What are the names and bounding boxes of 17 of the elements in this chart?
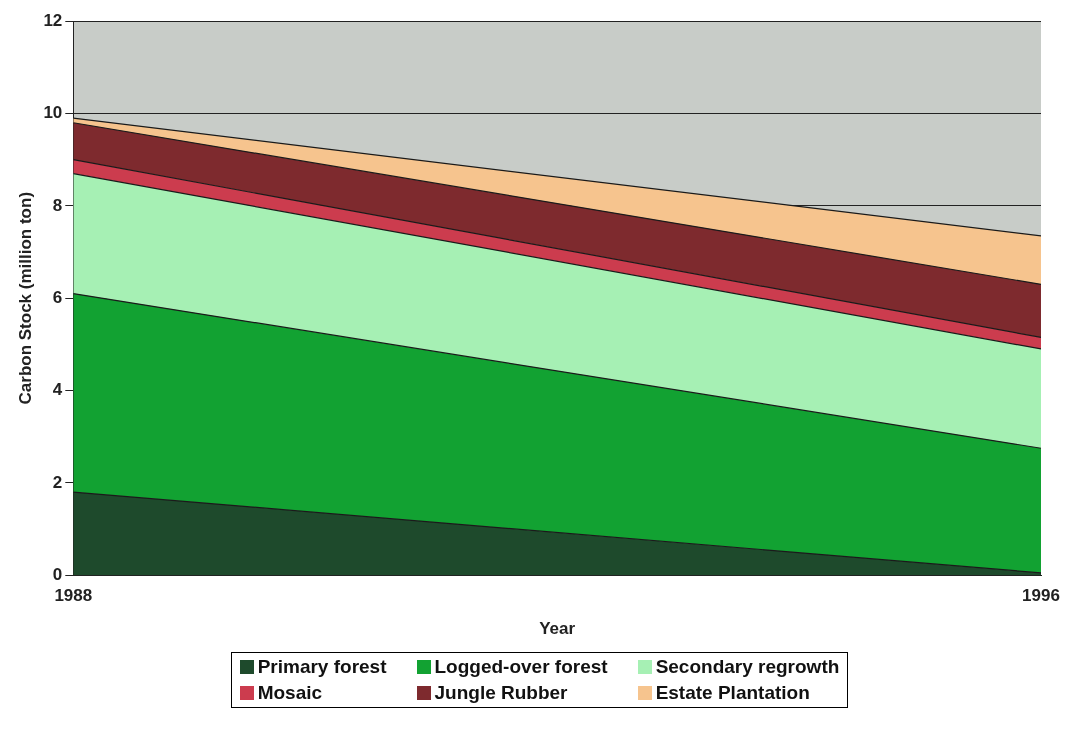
y-tick-label: 0 [52,564,63,584]
y-axis-title: Carbon Stock (million ton) [15,191,35,405]
y-tick-label: 12 [43,10,63,30]
legend-label: Jungle Rubber [434,682,568,704]
legend-label: Logged-over forest [434,656,608,678]
legend-label: Primary forest [257,656,387,678]
x-tick-label: 1988 [54,586,93,606]
y-tick-label: 6 [52,287,63,307]
x-tick-label: 1996 [1022,586,1060,606]
y-tick-label: 2 [52,472,63,492]
x-axis-title: Year [539,619,576,639]
legend-label: Mosaic [257,682,323,704]
legend-label: Secondary regrowth [655,656,840,678]
y-tick-label: 8 [52,195,63,215]
legend-label: Estate Plantation [655,682,810,704]
y-tick-label: 10 [43,103,63,123]
y-tick-label: 4 [52,380,63,400]
